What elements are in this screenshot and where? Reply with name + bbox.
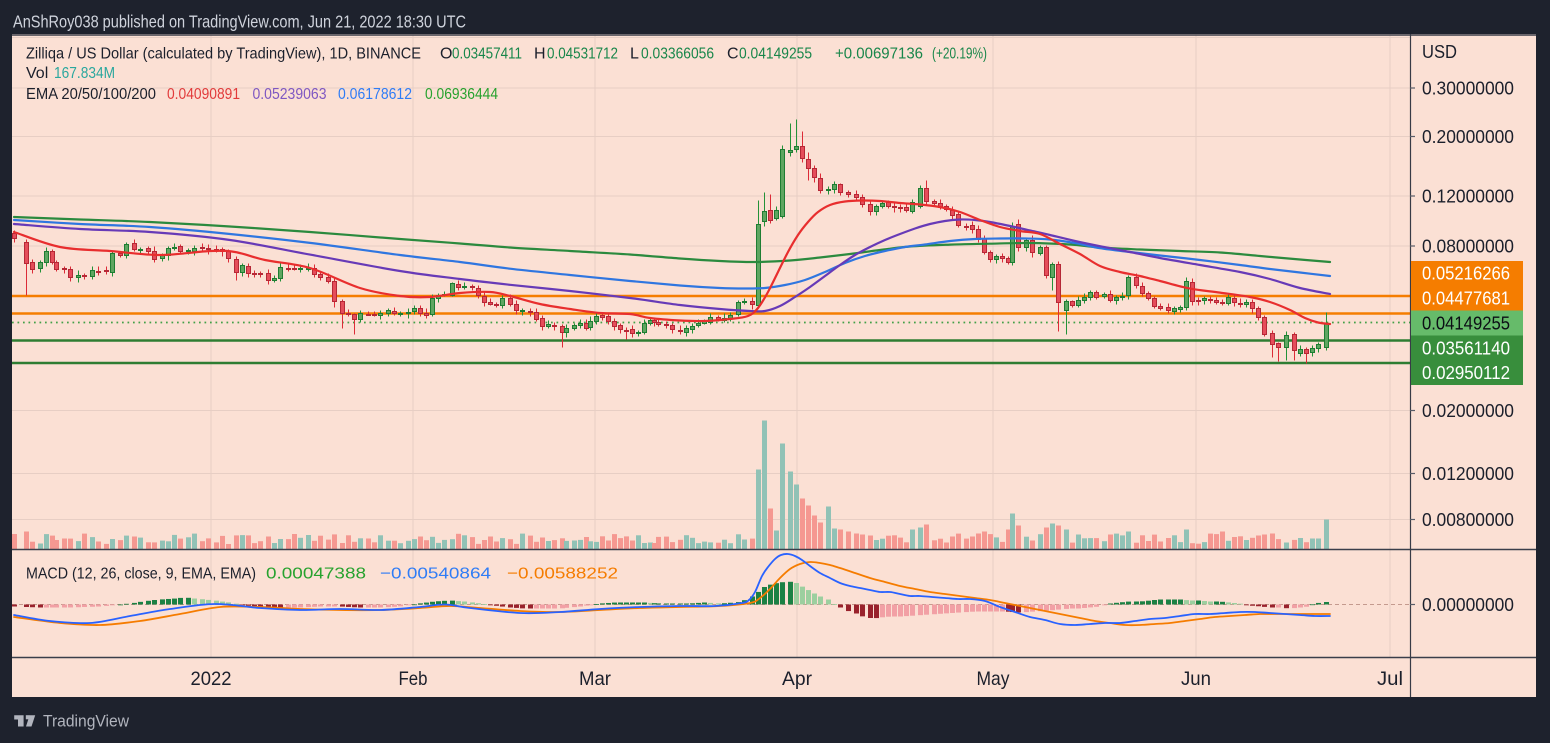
svg-text:(+20.19%): (+20.19%) — [932, 46, 987, 63]
svg-text:O: O — [440, 46, 452, 63]
svg-text:AnShRoy038 published on Tradin: AnShRoy038 published on TradingView.com,… — [13, 12, 466, 32]
svg-text:0.20000000: 0.20000000 — [1422, 126, 1514, 147]
svg-text:0.03457411: 0.03457411 — [452, 46, 522, 63]
svg-text:−0.00540864: −0.00540864 — [380, 566, 491, 583]
svg-text:0.06936444: 0.06936444 — [425, 86, 498, 103]
svg-text:EMA 20/50/100/200: EMA 20/50/100/200 — [26, 86, 156, 103]
svg-text:0.03561140: 0.03561140 — [1422, 338, 1510, 359]
svg-text:0.00000000: 0.00000000 — [1422, 594, 1514, 615]
svg-text:0.04149255: 0.04149255 — [1422, 313, 1510, 334]
svg-text:L: L — [630, 46, 639, 63]
svg-text:0.02950112: 0.02950112 — [1422, 362, 1510, 383]
svg-text:0.03366056: 0.03366056 — [641, 46, 714, 63]
svg-text:0.02000000: 0.02000000 — [1422, 400, 1514, 421]
svg-text:0.00800000: 0.00800000 — [1422, 509, 1514, 530]
svg-text:USD: USD — [1422, 41, 1457, 62]
svg-text:2022: 2022 — [191, 668, 232, 690]
svg-text:Zilliqa / US Dollar (calculate: Zilliqa / US Dollar (calculated by Tradi… — [26, 46, 421, 63]
svg-text:May: May — [977, 668, 1010, 690]
svg-text:0.04149255: 0.04149255 — [739, 46, 812, 63]
svg-text:0.00047388: 0.00047388 — [266, 566, 366, 583]
svg-text:Jun: Jun — [1181, 668, 1211, 690]
svg-text:Jul: Jul — [1377, 668, 1403, 690]
svg-text:Mar: Mar — [579, 668, 611, 690]
svg-text:H: H — [534, 46, 546, 63]
svg-text:0.06178612: 0.06178612 — [338, 86, 412, 103]
svg-text:0.04090891: 0.04090891 — [167, 86, 240, 103]
svg-text:Apr: Apr — [782, 668, 812, 690]
svg-text:0.05239063: 0.05239063 — [253, 86, 327, 103]
svg-text:Vol: Vol — [26, 65, 48, 82]
svg-text:MACD (12, 26, close, 9, EMA, E: MACD (12, 26, close, 9, EMA, EMA) — [26, 566, 256, 583]
svg-text:0.08000000: 0.08000000 — [1422, 236, 1514, 257]
svg-text:0.30000000: 0.30000000 — [1422, 78, 1514, 99]
svg-text:−0.00588252: −0.00588252 — [507, 566, 618, 583]
svg-text:0.05216266: 0.05216266 — [1422, 263, 1510, 284]
svg-text:167.834M: 167.834M — [54, 65, 115, 82]
svg-text:0.04531712: 0.04531712 — [547, 46, 618, 63]
svg-text:0.01200000: 0.01200000 — [1422, 463, 1514, 484]
svg-text:0.12000000: 0.12000000 — [1422, 186, 1514, 207]
svg-text:C: C — [727, 46, 739, 63]
svg-text:Feb: Feb — [399, 668, 428, 690]
svg-text:0.04477681: 0.04477681 — [1422, 288, 1510, 309]
svg-text:+0.00697136: +0.00697136 — [835, 46, 923, 63]
svg-text:TradingView: TradingView — [43, 712, 130, 731]
